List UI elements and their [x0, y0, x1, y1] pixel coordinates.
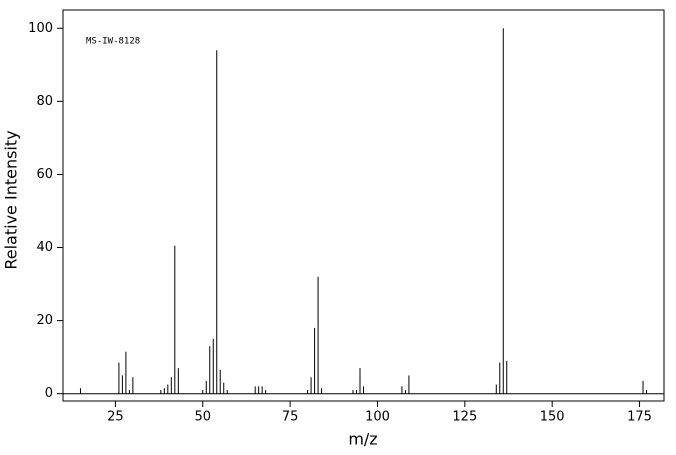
x-tick-label: 25: [107, 410, 124, 425]
x-tick-label: 75: [282, 410, 299, 425]
x-tick-label: 125: [452, 410, 477, 425]
y-tick-label: 60: [36, 167, 53, 182]
y-tick-label: 100: [28, 21, 53, 36]
x-axis-label: m/z: [348, 430, 377, 449]
annotation: MS-IW-8128: [86, 37, 140, 47]
x-tick-label: 50: [194, 410, 211, 425]
y-tick-label: 20: [36, 313, 53, 328]
x-tick-label: 100: [365, 410, 390, 425]
y-axis-label: Relative Intensity: [2, 130, 21, 269]
y-tick-label: 0: [45, 386, 53, 401]
y-tick-label: 40: [36, 240, 53, 255]
plot-frame: [62, 9, 665, 402]
y-tick-label: 80: [36, 94, 53, 109]
x-tick-label: 150: [540, 410, 565, 425]
x-tick-label: 175: [627, 410, 652, 425]
